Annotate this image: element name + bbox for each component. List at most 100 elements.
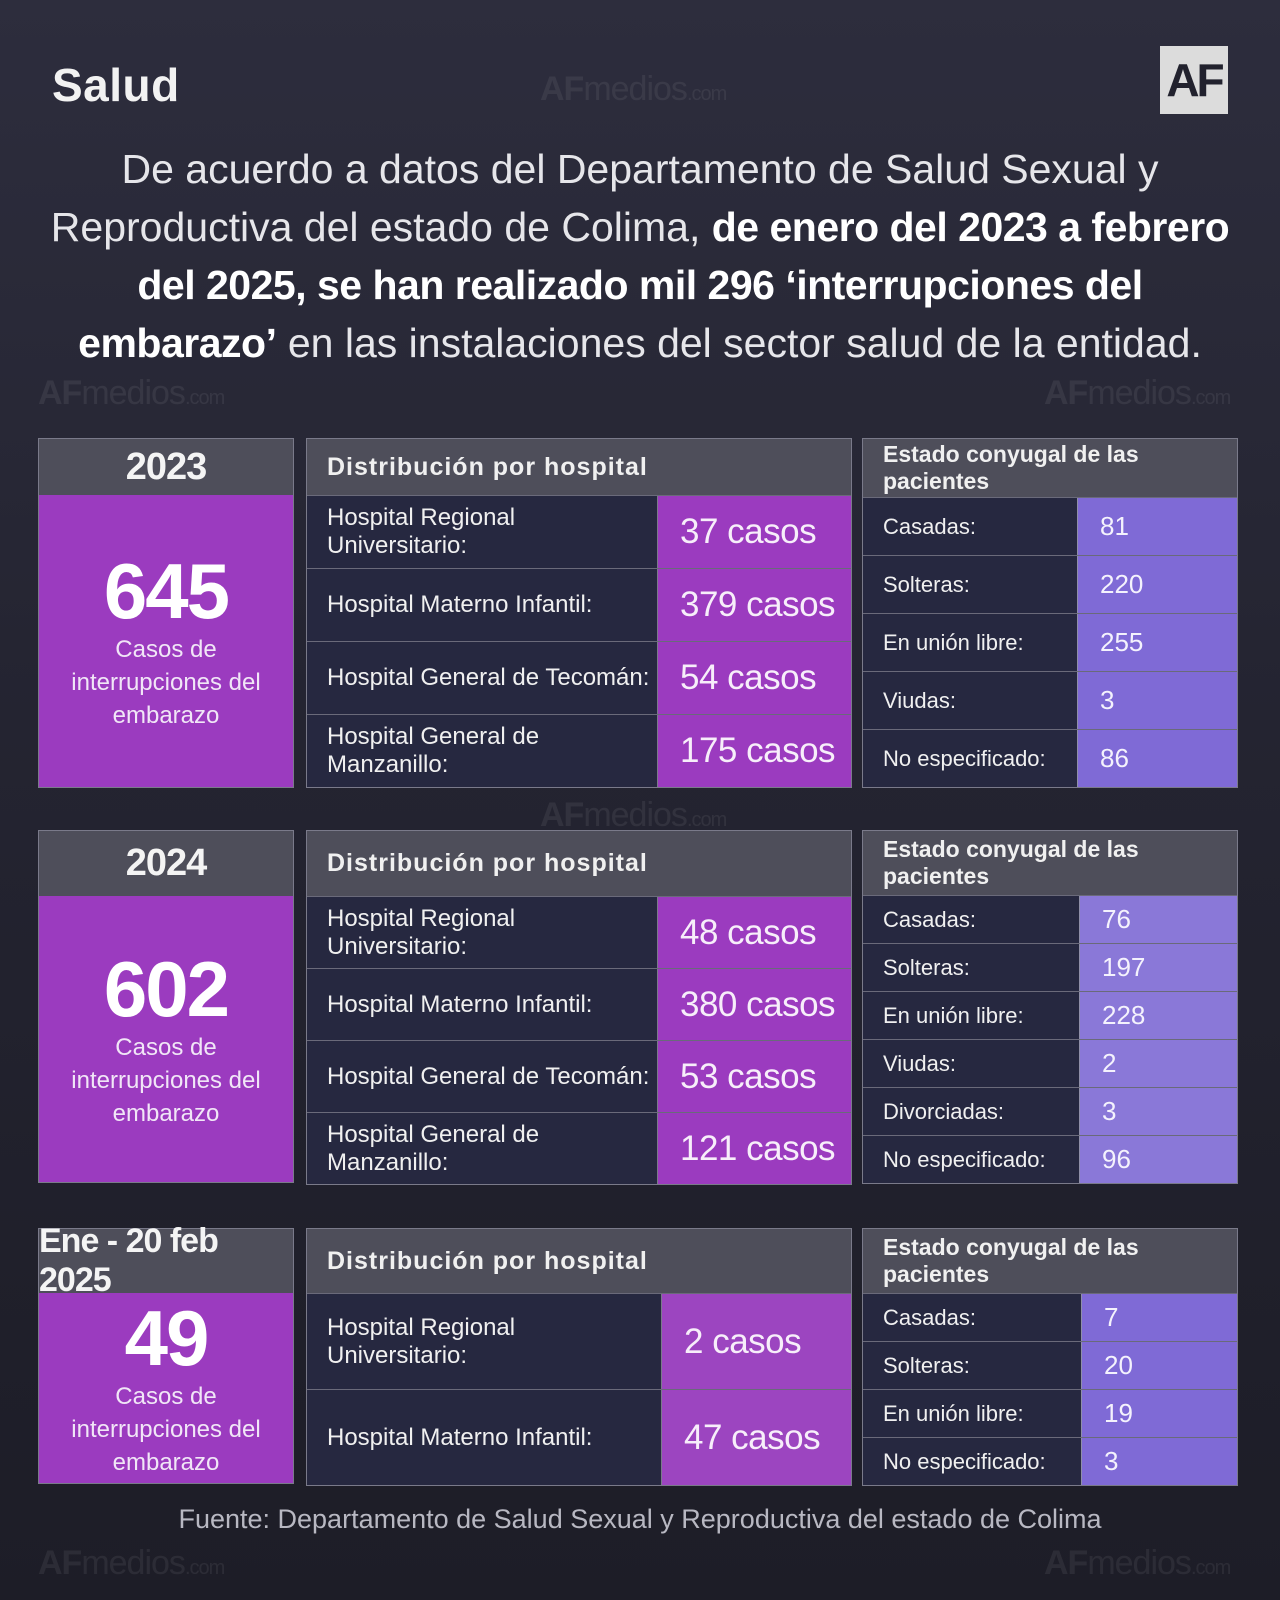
table-row: Solteras: 220 xyxy=(863,555,1237,613)
total-box: 49 Casos de interrupciones del embarazo xyxy=(39,1293,293,1483)
table-row: Casadas: 7 xyxy=(863,1293,1237,1341)
civil-name: Casadas: xyxy=(863,498,1077,555)
civil-name: En unión libre: xyxy=(863,1390,1081,1437)
headline-text-1: De acuerdo a datos del Departamento de S… xyxy=(50,146,1159,250)
hospital-cases: 54 casos xyxy=(657,642,851,714)
civil-status-table: Estado conyugal de las pacientes Casadas… xyxy=(862,438,1238,788)
hospital-cases: 2 casos xyxy=(661,1294,851,1389)
hospital-cases: 37 casos xyxy=(657,496,851,568)
hospital-name: Hospital General de Tecomán: xyxy=(307,642,657,714)
year-box: 2023 645 Casos de interrupciones del emb… xyxy=(38,438,294,788)
civil-name: Viudas: xyxy=(863,1040,1079,1087)
table-row: En unión libre: 228 xyxy=(863,991,1237,1039)
civil-value: 3 xyxy=(1081,1438,1237,1485)
total-box: 602 Casos de interrupciones del embarazo xyxy=(39,896,293,1182)
civil-value: 86 xyxy=(1077,730,1237,787)
hospital-name: Hospital Materno Infantil: xyxy=(307,969,657,1040)
civil-value: 3 xyxy=(1077,672,1237,729)
hospital-table: Distribución por hospital Hospital Regio… xyxy=(306,1228,852,1486)
headline: De acuerdo a datos del Departamento de S… xyxy=(40,140,1240,372)
hospital-header: Distribución por hospital xyxy=(307,1229,851,1293)
table-row: Hospital Regional Universitario: 2 casos xyxy=(307,1293,851,1389)
hospital-table: Distribución por hospital Hospital Regio… xyxy=(306,438,852,788)
hospital-cases: 53 casos xyxy=(657,1041,851,1112)
total-box: 645 Casos de interrupciones del embarazo xyxy=(39,495,293,787)
civil-value: 7 xyxy=(1081,1294,1237,1341)
civil-name: Divorciadas: xyxy=(863,1088,1079,1135)
total-count: 602 xyxy=(103,944,230,1033)
civil-name: Solteras: xyxy=(863,1342,1081,1389)
table-row: Solteras: 197 xyxy=(863,943,1237,991)
civil-name: Viudas: xyxy=(863,672,1077,729)
hospital-name: Hospital General de Manzanillo: xyxy=(307,1113,657,1184)
table-row: Hospital Materno Infantil: 47 casos xyxy=(307,1389,851,1485)
civil-value: 81 xyxy=(1077,498,1237,555)
table-row: Hospital Regional Universitario: 48 casos xyxy=(307,896,851,968)
civil-value: 255 xyxy=(1077,614,1237,671)
watermark: AFmedios.com xyxy=(38,374,225,412)
civil-value: 197 xyxy=(1079,944,1237,991)
civil-value: 20 xyxy=(1081,1342,1237,1389)
civil-name: Casadas: xyxy=(863,1294,1081,1341)
watermark: AFmedios.com xyxy=(38,1544,225,1582)
hospital-name: Hospital Regional Universitario: xyxy=(307,1294,661,1389)
source-note: Fuente: Departamento de Salud Sexual y R… xyxy=(178,1504,1102,1534)
total-count: 645 xyxy=(103,546,230,635)
hospital-cases: 379 casos xyxy=(657,569,851,641)
table-row: Casadas: 76 xyxy=(863,895,1237,943)
table-row: No especificado: 96 xyxy=(863,1135,1237,1183)
watermark: AFmedios.com xyxy=(1044,374,1231,412)
hospital-name: Hospital Regional Universitario: xyxy=(307,496,657,568)
hospital-cases: 121 casos xyxy=(657,1113,851,1184)
civil-value: 3 xyxy=(1079,1088,1237,1135)
table-row: Hospital Materno Infantil: 380 casos xyxy=(307,968,851,1040)
watermark: AFmedios.com xyxy=(540,796,727,834)
hospital-cases: 380 casos xyxy=(657,969,851,1040)
civil-header: Estado conyugal de las pacientes xyxy=(863,439,1237,497)
period-label: Ene - 20 feb 2025 xyxy=(39,1222,293,1299)
civil-status-table: Estado conyugal de las pacientes Casadas… xyxy=(862,1228,1238,1486)
period-label: 2024 xyxy=(39,831,293,896)
hospital-header: Distribución por hospital xyxy=(307,439,851,495)
year-box: 2024 602 Casos de interrupciones del emb… xyxy=(38,830,294,1183)
civil-name: En unión libre: xyxy=(863,992,1079,1039)
civil-name: Casadas: xyxy=(863,896,1079,943)
hospital-name: Hospital Regional Universitario: xyxy=(307,897,657,968)
civil-name: No especificado: xyxy=(863,1438,1081,1485)
table-row: En unión libre: 255 xyxy=(863,613,1237,671)
table-row: Casadas: 81 xyxy=(863,497,1237,555)
period-label: 2023 xyxy=(39,439,293,495)
table-row: No especificado: 86 xyxy=(863,729,1237,787)
civil-value: 2 xyxy=(1079,1040,1237,1087)
table-row: Divorciadas: 3 xyxy=(863,1087,1237,1135)
total-caption: Casos de interrupciones del embarazo xyxy=(71,1033,261,1127)
total-caption: Casos de interrupciones del embarazo xyxy=(71,635,261,729)
table-row: Viudas: 2 xyxy=(863,1039,1237,1087)
hospital-table: Distribución por hospital Hospital Regio… xyxy=(306,830,852,1185)
watermark: AFmedios.com xyxy=(540,70,727,108)
hospital-cases: 47 casos xyxy=(661,1390,851,1485)
table-row: Hospital General de Tecomán: 54 casos xyxy=(307,641,851,714)
civil-name: No especificado: xyxy=(863,730,1077,787)
hospital-name: Hospital Materno Infantil: xyxy=(307,569,657,641)
civil-value: 220 xyxy=(1077,556,1237,613)
year-box: Ene - 20 feb 2025 49 Casos de interrupci… xyxy=(38,1222,294,1484)
civil-name: Solteras: xyxy=(863,944,1079,991)
total-caption: Casos de interrupciones del embarazo xyxy=(71,1382,261,1476)
civil-value: 19 xyxy=(1081,1390,1237,1437)
total-count: 49 xyxy=(124,1293,210,1382)
section-label: Salud xyxy=(52,59,180,111)
hospital-name: Hospital General de Manzanillo: xyxy=(307,715,657,787)
civil-header: Estado conyugal de las pacientes xyxy=(863,1229,1237,1293)
civil-header: Estado conyugal de las pacientes xyxy=(863,831,1237,895)
civil-value: 228 xyxy=(1079,992,1237,1039)
civil-value: 96 xyxy=(1079,1136,1237,1183)
table-row: Hospital General de Tecomán: 53 casos xyxy=(307,1040,851,1112)
hospital-name: Hospital Materno Infantil: xyxy=(307,1390,661,1485)
table-row: No especificado: 3 xyxy=(863,1437,1237,1485)
table-row: Hospital Materno Infantil: 379 casos xyxy=(307,568,851,641)
table-row: Hospital General de Manzanillo: 121 casos xyxy=(307,1112,851,1184)
table-row: En unión libre: 19 xyxy=(863,1389,1237,1437)
table-row: Solteras: 20 xyxy=(863,1341,1237,1389)
hospital-header: Distribución por hospital xyxy=(307,831,851,896)
